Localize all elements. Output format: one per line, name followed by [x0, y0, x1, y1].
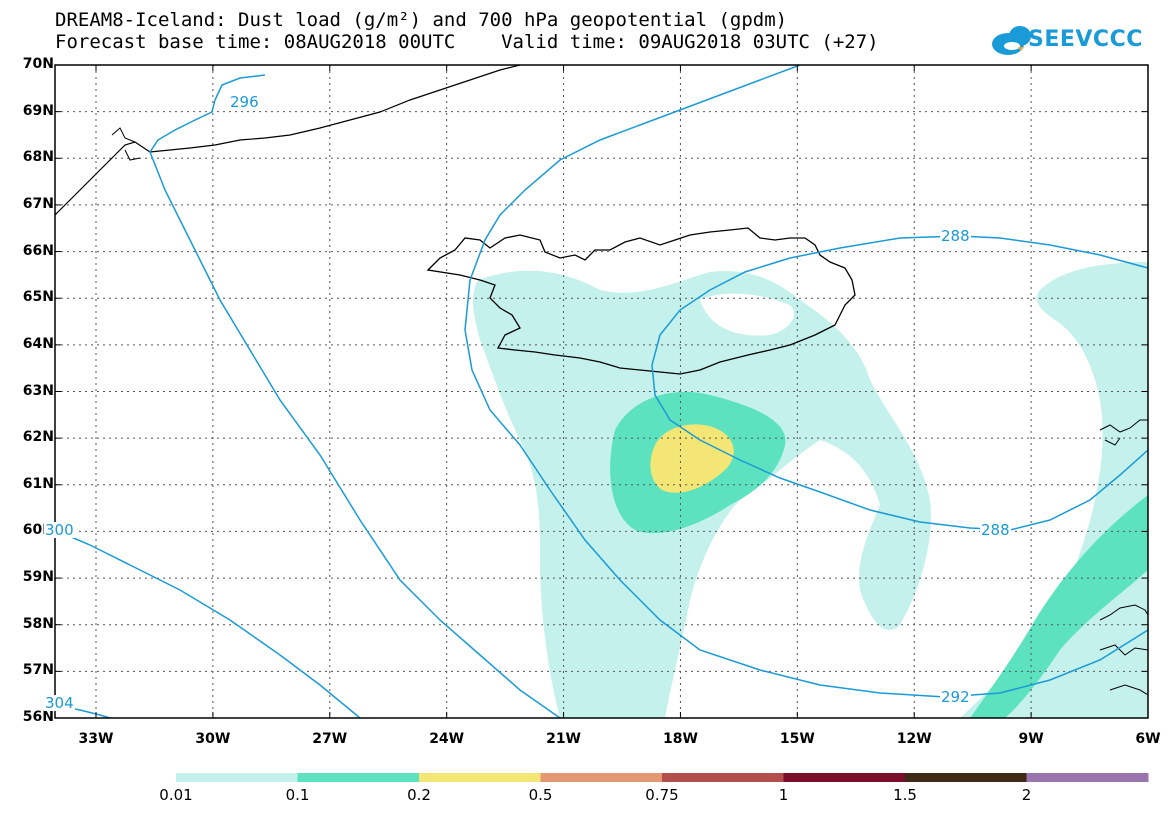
colorbar-swatch: [783, 773, 906, 782]
colorbar-swatch: [662, 773, 784, 782]
map-subtitle: Forecast base time: 08AUG2018 00UTC Vali…: [55, 31, 879, 53]
lat-label-66N: 66N: [22, 242, 54, 259]
contour-label-288-north: 288: [940, 227, 971, 245]
map-title: DREAM8-Iceland: Dust load (g/m²) and 700…: [55, 9, 788, 31]
colorbar-label-0.5: 0.5: [528, 786, 553, 804]
lon-label-27W: 27W: [312, 731, 348, 747]
colorbar-swatch: [419, 773, 541, 782]
faroe-islands: [1099, 419, 1148, 446]
lon-label-9W: 9W: [1018, 731, 1044, 747]
lat-label-58N: 58N: [22, 615, 54, 632]
greenland-coastline: [55, 65, 521, 216]
lat-label-69N: 69N: [22, 102, 54, 119]
lon-label-6W: 6W: [1135, 731, 1161, 747]
lat-label-59N: 59N: [22, 569, 54, 586]
lat-label-64N: 64N: [22, 335, 54, 352]
colorbar-label-1: 1: [778, 786, 789, 804]
colorbar: [176, 773, 1149, 782]
logo-text: SEEVCCC: [1028, 27, 1143, 52]
lat-label-57N: 57N: [22, 662, 54, 679]
lat-lon-grid: [55, 65, 1148, 718]
lon-label-12W: 12W: [896, 731, 932, 747]
lat-label-61N: 61N: [22, 475, 54, 492]
dust-area-0.1-east: [970, 495, 1148, 718]
colorbar-label-0.1: 0.1: [285, 786, 310, 804]
dust-area-0.2: [650, 424, 734, 493]
contour-300: [55, 529, 361, 718]
contour-296: [149, 74, 561, 718]
contour-292: [464, 65, 1148, 698]
axis-ticks: [55, 64, 1149, 719]
colorbar-label-0.2: 0.2: [407, 786, 431, 804]
contour-label-292: 292: [940, 688, 971, 706]
lat-label-63N: 63N: [22, 382, 54, 399]
colorbar-label-2: 2: [1021, 786, 1032, 804]
lat-label-56N: 56N: [22, 709, 54, 725]
contour-label-288-south: 288: [980, 521, 1011, 539]
lat-label-65N: 65N: [22, 289, 54, 306]
colorbar-label-1.5: 1.5: [893, 786, 917, 804]
cloud-icon: [992, 26, 1031, 55]
lon-label-33W: 33W: [78, 731, 114, 747]
seevccc-logo: [992, 26, 1031, 55]
contour-label-304: 304: [44, 694, 75, 712]
colorbar-label-0.75: 0.75: [645, 786, 679, 804]
colorbar-swatch: [297, 773, 420, 782]
dust-clear-area: [700, 293, 794, 336]
colorbar-swatch: [176, 773, 298, 782]
contour-label-296: 296: [229, 93, 260, 111]
lon-label-21W: 21W: [546, 731, 582, 747]
lon-label-24W: 24W: [429, 731, 465, 747]
lat-label-67N: 67N: [22, 195, 54, 212]
lon-label-30W: 30W: [195, 731, 231, 747]
lat-label-62N: 62N: [22, 429, 54, 446]
colorbar-swatch: [905, 773, 1027, 782]
lon-label-15W: 15W: [779, 731, 815, 747]
colorbar-swatch: [1026, 773, 1149, 782]
lon-label-18W: 18W: [662, 731, 698, 747]
lat-label-70N: 70N: [22, 56, 54, 72]
colorbar-swatch: [540, 773, 663, 782]
contour-label-300: 300: [44, 521, 75, 539]
iceland-coastline: [426, 227, 856, 375]
scotland-coastline: [1099, 604, 1148, 696]
colorbar-label-0.01: 0.01: [159, 786, 193, 804]
lat-label-68N: 68N: [22, 149, 54, 166]
greenland-islands: [111, 127, 141, 161]
